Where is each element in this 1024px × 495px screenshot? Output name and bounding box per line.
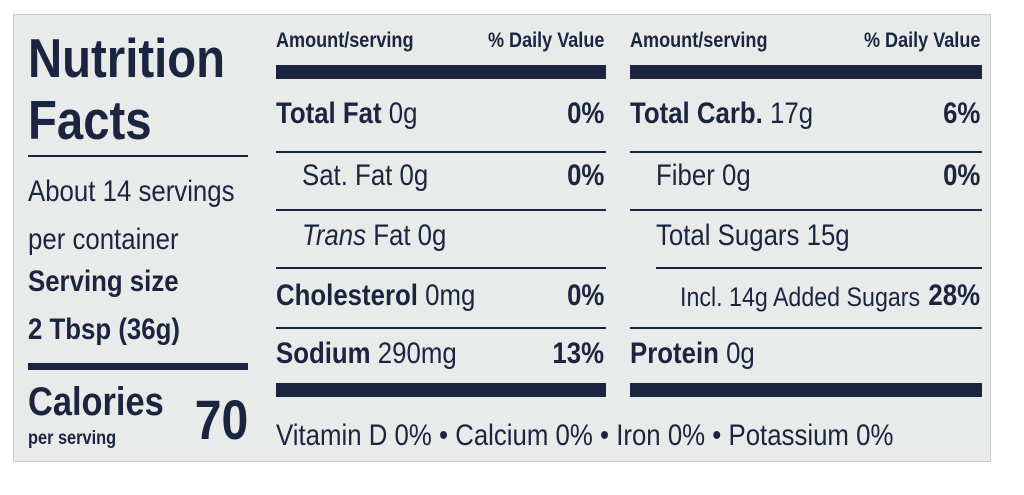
calories-value: 70 (194, 388, 248, 451)
vitamins-minerals-line: Vitamin D 0% • Calcium 0% • Iron 0% • Po… (276, 419, 894, 452)
amount-serving-header-right: Amount/serving (630, 29, 768, 52)
added-sugars-dv: 28% (928, 279, 980, 312)
divider (276, 267, 606, 269)
fiber-dv: 0% (942, 159, 980, 192)
sodium-dv: 13% (552, 337, 604, 370)
divider (276, 209, 606, 211)
total-carb-row: Total Carb. 17g (630, 97, 814, 130)
total-fat-dv: 0% (566, 97, 604, 130)
sat-fat-row: Sat. Fat 0g (302, 159, 429, 192)
title-divider (28, 155, 248, 157)
total-carb-dv: 6% (942, 97, 980, 130)
divider (656, 267, 982, 269)
added-sugars-row: Incl. 14g Added Sugars (680, 282, 921, 312)
fiber-row: Fiber 0g (656, 159, 751, 192)
cholesterol-dv: 0% (566, 279, 604, 312)
total-sugars-row: Total Sugars 15g (656, 219, 850, 252)
divider (630, 327, 982, 329)
trans-fat-row: Trans Fat 0g (302, 219, 447, 252)
divider (276, 151, 606, 153)
servings-per-container-line2: per container (28, 223, 179, 256)
sodium-row: Sodium 290mg (276, 337, 457, 370)
servings-per-container-line1: About 14 servings (28, 175, 235, 208)
serving-size-value: 2 Tbsp (36g) (28, 313, 180, 346)
divider (276, 327, 606, 329)
calories-divider (28, 363, 248, 370)
title-facts: Facts (28, 89, 152, 151)
header-bar-left (276, 65, 606, 79)
calories-label: Calories (28, 380, 164, 424)
cholesterol-row: Cholesterol 0mg (276, 279, 476, 312)
protein-row: Protein 0g (630, 337, 755, 370)
header-bar-right (630, 65, 982, 79)
title-nutrition: Nutrition (28, 27, 226, 89)
footer-bar-right (630, 383, 982, 397)
daily-value-header-right: % Daily Value (863, 29, 980, 52)
total-fat-row: Total Fat 0g (276, 97, 418, 130)
footer-bar-left (276, 383, 606, 397)
sat-fat-dv: 0% (566, 159, 604, 192)
divider (630, 151, 982, 153)
calories-per-serving: per serving (28, 428, 117, 449)
divider (630, 209, 982, 211)
daily-value-header-left: % Daily Value (487, 29, 604, 52)
serving-size-label: Serving size (28, 265, 179, 298)
nutrition-facts-label: Nutrition Facts About 14 servings per co… (13, 14, 991, 462)
amount-serving-header-left: Amount/serving (276, 29, 414, 52)
